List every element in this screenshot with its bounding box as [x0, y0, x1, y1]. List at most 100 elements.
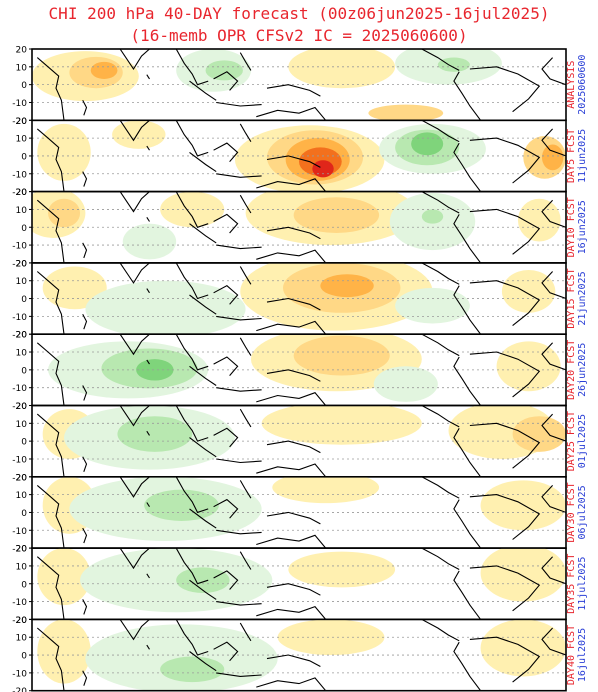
coastline: [239, 551, 252, 570]
anomaly-contour: [421, 209, 444, 224]
coastline: [189, 223, 217, 244]
anomaly-contour: [85, 280, 246, 335]
coastline: [469, 137, 541, 184]
coastline: [266, 583, 321, 596]
anomaly-contour: [37, 619, 91, 684]
y-tick-label: 20: [16, 188, 28, 198]
y-tick-label: -10: [12, 242, 27, 252]
anomaly-contour: [136, 359, 174, 381]
coastline: [36, 556, 65, 620]
coastline: [421, 619, 460, 642]
coastline: [421, 262, 460, 285]
anomaly-contour: [48, 198, 81, 228]
coastline: [541, 627, 566, 656]
coastline: [119, 334, 150, 356]
coastline: [421, 405, 460, 428]
panel-label: DAY35 FCST: [566, 554, 577, 614]
y-tick-label: -10: [12, 384, 27, 394]
coastline: [175, 334, 209, 371]
panel-label: DAY5 FCST: [566, 129, 577, 183]
panel-label: DAY10 FCST: [566, 197, 577, 257]
anomaly-field: [32, 49, 566, 121]
y-tick-label: -20: [12, 259, 27, 269]
panel-6: 20 10 0 -10 -20 DAY25 FCST 01jul2025: [12, 402, 588, 483]
coastline: [421, 120, 460, 143]
y-tick-label: -10: [12, 598, 27, 608]
coastline: [146, 145, 150, 151]
y-tick-label: 20: [16, 473, 28, 483]
coastline: [146, 430, 150, 436]
coastline: [119, 619, 150, 641]
anomaly-contour: [37, 548, 91, 606]
anomaly-contour: [117, 416, 193, 452]
anomaly-contour: [437, 57, 470, 72]
anomaly-contour: [112, 120, 166, 149]
y-tick-label: 0: [21, 438, 27, 448]
coastline: [175, 49, 209, 86]
coastline: [421, 49, 460, 71]
coastline: [453, 428, 482, 477]
coastline: [189, 294, 217, 315]
anomaly-contour: [80, 548, 273, 613]
coastline: [239, 194, 252, 214]
anomaly-contour: [160, 656, 225, 683]
anomaly-contour: [395, 287, 470, 324]
anomaly-contour: [373, 366, 438, 402]
y-tick-label: -20: [12, 331, 27, 341]
coastline: [146, 288, 150, 294]
coastline: [189, 80, 217, 101]
coastline: [541, 271, 566, 300]
panel-8: 20 10 0 -10 -20 DAY35 FCST 11jul2025: [12, 545, 588, 626]
y-tick-label: 20: [16, 545, 28, 555]
coastline: [82, 385, 88, 401]
coastline: [189, 579, 217, 600]
anomaly-contour: [288, 49, 396, 89]
coastline: [541, 413, 566, 442]
y-tick-label: 0: [21, 580, 27, 590]
y-tick-label: 10: [16, 63, 28, 73]
anomaly-contour: [541, 144, 564, 171]
coastline: [239, 408, 252, 428]
coastline: [146, 359, 150, 365]
coastline: [213, 641, 239, 662]
coastline: [541, 128, 566, 157]
anomaly-contour: [480, 548, 566, 602]
anomaly-contour: [176, 567, 230, 594]
panel-label: DAY25 FCST: [566, 411, 577, 471]
coastline: [146, 217, 150, 222]
coastline: [541, 199, 566, 228]
coastline: [36, 57, 65, 121]
anomaly-contour: [293, 197, 380, 233]
coastline: [541, 57, 566, 86]
coastline: [239, 337, 252, 356]
y-tick-label: -20: [12, 402, 27, 412]
coastline: [82, 599, 88, 615]
coastline: [146, 573, 150, 579]
coastline: [146, 644, 150, 650]
panel-date: 11jul2025: [577, 557, 588, 611]
anomaly-contour: [277, 619, 385, 656]
coastline: [189, 651, 217, 672]
panel-1: 20 10 0 -10 -20 ANALYSIS 2025060600: [12, 46, 588, 127]
coastline: [36, 413, 65, 477]
panel-date: 01jul2025: [577, 414, 588, 468]
y-tick-label: 0: [21, 509, 27, 519]
y-tick-label: -20: [12, 188, 27, 198]
coastline: [266, 226, 321, 240]
anomaly-contour: [122, 223, 177, 260]
coastline: [469, 280, 541, 327]
coastline: [256, 392, 327, 406]
coastline: [175, 120, 209, 157]
coastline: [119, 476, 150, 498]
coastline: [266, 654, 321, 667]
chart-subtitle: (16-memb OPR CFSv2 IC = 2025060600): [130, 26, 468, 45]
y-tick-label: -10: [12, 170, 27, 180]
coastline: [119, 191, 150, 213]
coastline: [266, 440, 321, 454]
coastline: [213, 213, 239, 234]
coastline: [239, 480, 252, 499]
coastline: [216, 315, 262, 321]
anomaly-contour: [368, 104, 444, 121]
